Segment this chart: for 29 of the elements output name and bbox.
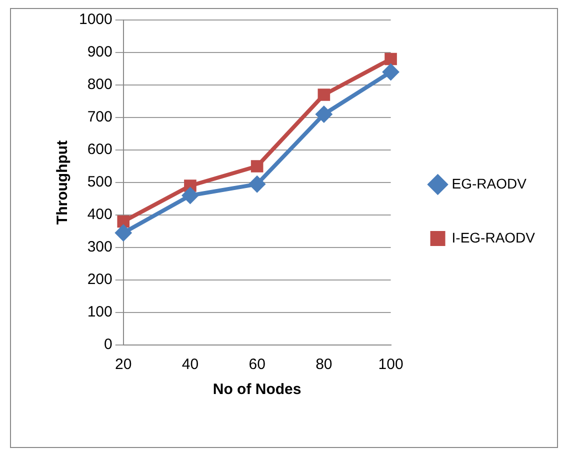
x-tick-label: 20 [115,356,132,374]
y-tick-label: 1000 [78,11,112,28]
y-tick-label: 300 [87,238,112,256]
point [315,106,332,123]
y-tick-label: 0 [104,336,112,354]
y-tick-label: 400 [87,206,112,224]
point [384,52,397,66]
point [382,64,400,80]
y-tick-label: 500 [87,174,112,191]
y-tick-label: 200 [87,271,112,288]
point [182,187,199,204]
y-tick-label: 800 [87,76,112,94]
y-axis-title: Throughput [54,140,72,225]
y-tick-label: 900 [87,44,112,61]
point [114,224,132,242]
x-tick-label: 60 [248,356,266,374]
legend-label: EG-RAODV [452,175,528,192]
legend-label: I-EG-RAODV [452,229,536,246]
y-tick-label: 100 [87,304,112,321]
point [318,88,330,101]
y-tick-label: 600 [87,141,112,158]
point [248,176,266,193]
x-tick-label: 100 [378,356,404,374]
x-tick-label: 40 [182,356,199,374]
point [117,215,130,228]
x-tick-label: 80 [316,356,332,374]
x-axis-title: No of Nodes [212,381,302,398]
point [250,160,264,172]
y-tick-label: 700 [87,108,112,126]
